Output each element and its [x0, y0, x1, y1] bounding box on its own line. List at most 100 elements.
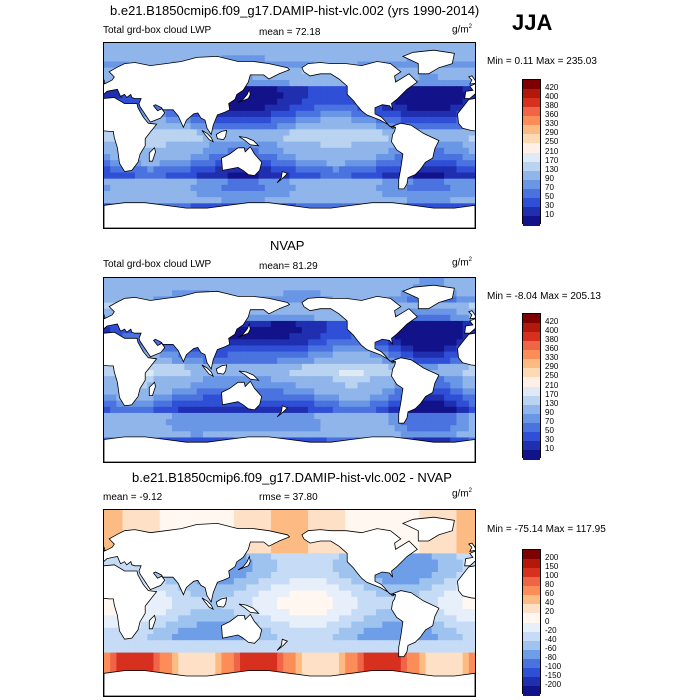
field-cell — [190, 584, 198, 592]
field-cell — [462, 333, 470, 340]
field-cell — [141, 154, 148, 161]
field-cell — [351, 370, 359, 377]
field-cell — [141, 110, 148, 118]
field-cell — [450, 370, 458, 377]
field-cell — [159, 147, 167, 155]
field-cell — [165, 123, 173, 130]
field-cell — [159, 141, 167, 149]
field-cell — [376, 154, 383, 161]
field-cell — [456, 339, 464, 347]
field-cell — [332, 320, 340, 328]
field-cell — [351, 627, 359, 635]
field-cell — [357, 382, 365, 389]
field-cell — [295, 584, 303, 592]
field-cell — [376, 110, 383, 118]
field-cell — [357, 406, 365, 414]
field-cell — [468, 302, 475, 310]
field-cell — [141, 627, 148, 635]
field-cell — [456, 296, 464, 304]
field-cell — [363, 400, 371, 408]
landmass — [401, 49, 455, 75]
field-cell — [110, 640, 117, 647]
field-cell — [338, 510, 346, 517]
field-cell — [388, 129, 396, 137]
field-cell — [326, 117, 334, 124]
field-cell — [400, 49, 408, 56]
field-cell — [437, 547, 445, 554]
field-cell — [382, 166, 390, 174]
field-cell — [394, 98, 402, 106]
field-cell — [116, 522, 124, 530]
field-cell — [388, 55, 396, 63]
field-cell — [209, 516, 216, 523]
field-cell — [400, 278, 408, 285]
field-cell — [110, 73, 117, 81]
field-cell — [351, 135, 359, 143]
field-cell — [301, 308, 309, 316]
field-cell — [178, 437, 185, 445]
field-cell — [116, 166, 124, 174]
field-cell — [277, 49, 284, 56]
field-cell — [301, 80, 309, 87]
field-cell — [320, 553, 328, 561]
field-cell — [233, 590, 241, 598]
field-cell — [147, 596, 155, 604]
field-cell — [141, 55, 148, 63]
field-cell — [462, 376, 470, 383]
field-cell — [301, 184, 309, 192]
field-cell — [314, 92, 322, 100]
field-cell — [283, 80, 291, 87]
field-cell — [308, 117, 315, 124]
field-cell — [178, 370, 185, 377]
field-cell — [227, 290, 235, 297]
field-cell — [184, 376, 192, 383]
field-cell — [295, 135, 303, 143]
colorbar-swatch — [523, 404, 540, 415]
field-cell — [165, 516, 173, 523]
field-cell — [110, 634, 117, 641]
field-cell — [332, 117, 340, 124]
field-cell — [456, 400, 464, 408]
field-cell — [184, 370, 192, 377]
field-cell — [444, 339, 451, 347]
field-cell — [233, 425, 241, 432]
field-cell — [320, 437, 328, 445]
field-cell — [240, 406, 247, 414]
field-cell — [283, 522, 291, 530]
field-cell — [326, 584, 334, 592]
field-cell — [277, 572, 284, 579]
field-cell — [295, 104, 303, 112]
field-cell — [196, 363, 204, 371]
field-cell — [289, 314, 297, 322]
field-cell — [400, 43, 408, 50]
field-cell — [425, 314, 433, 322]
field-cell — [431, 67, 439, 75]
field-cell — [308, 141, 315, 149]
field-cell — [413, 43, 420, 50]
field-cell — [431, 382, 439, 389]
field-cell — [147, 376, 155, 383]
field-cell — [283, 419, 291, 426]
field-cell — [301, 431, 309, 439]
field-cell — [320, 123, 328, 130]
field-cell — [400, 104, 408, 112]
field-cell — [289, 117, 297, 124]
field-cell — [351, 406, 359, 414]
field-cell — [165, 191, 173, 198]
field-cell — [320, 634, 328, 641]
field-cell — [450, 154, 458, 161]
field-cell — [413, 110, 420, 118]
field-cell — [116, 528, 124, 536]
field-cell — [357, 522, 365, 530]
field-cell — [295, 302, 303, 310]
field-cell — [468, 290, 475, 297]
field-cell — [450, 603, 458, 610]
field-cell — [456, 61, 464, 69]
field-cell — [116, 284, 124, 291]
landmass — [104, 55, 291, 136]
field-cell — [444, 370, 451, 377]
field-cell — [190, 609, 198, 616]
field-cell — [444, 129, 451, 137]
field-cell — [301, 135, 309, 143]
field-cell — [165, 147, 173, 155]
